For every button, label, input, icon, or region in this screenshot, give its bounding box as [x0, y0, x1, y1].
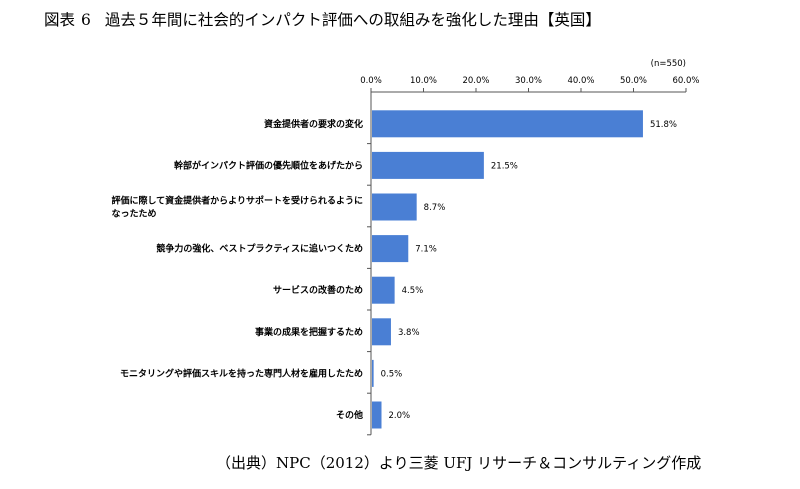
- bar-value-label: 7.1%: [415, 245, 437, 255]
- source-note: （出典）NPC（2012）より三菱 UFJ リサーチ＆コンサルティング作成: [216, 454, 702, 472]
- x-tick-label: 40.0%: [567, 76, 594, 86]
- bar-value-label: 3.8%: [398, 328, 420, 338]
- category-label: 幹部がインパクト評価の優先順位をあげたから: [174, 159, 363, 171]
- figure-number: 6: [81, 11, 91, 29]
- bar-value-label: 21.5%: [491, 161, 518, 171]
- bar-value-label: 0.5%: [381, 369, 403, 379]
- sample-size-note: (n=550): [651, 59, 686, 69]
- bar-value-label: 51.8%: [650, 120, 677, 130]
- category-label: その他: [336, 409, 363, 421]
- x-tick-label: 10.0%: [410, 76, 437, 86]
- bar: [372, 318, 391, 346]
- bar: [372, 401, 382, 429]
- bar-value-label: 8.7%: [424, 203, 446, 213]
- bar-value-label: 2.0%: [389, 411, 411, 421]
- x-tick-label: 50.0%: [620, 76, 647, 86]
- x-tick-label: 60.0%: [672, 76, 699, 86]
- category-label: 資金提供者の要求の変化: [264, 118, 363, 130]
- x-tick-label: 0.0%: [360, 76, 382, 86]
- x-axis: 0.0% 10.0% 20.0% 30.0% 40.0% 50.0% 60.0%: [360, 76, 700, 436]
- figure-title-text: 過去５年間に社会的インパクト評価への取組みを強化した理由【英国】: [104, 11, 601, 29]
- category-label: 競争力の強化、ベストプラクティスに追いつくため: [156, 243, 363, 255]
- bar: [372, 151, 484, 179]
- figure-label: 図表: [44, 11, 76, 29]
- category-labels: 資金提供者の要求の変化幹部がインパクト評価の優先順位をあげたから評価に際して資金…: [111, 118, 363, 421]
- bars: [372, 110, 643, 429]
- category-label: なったため: [111, 209, 156, 220]
- bar-value-label: 4.5%: [402, 286, 424, 296]
- category-label: 事業の成果を把握するため: [255, 326, 363, 338]
- x-tick-label: 30.0%: [515, 76, 542, 86]
- bar: [372, 276, 395, 304]
- value-labels: 51.8% 21.5% 8.7% 7.1% 4.5% 3.8% 0.5% 2.0%: [381, 120, 677, 421]
- bar: [372, 193, 417, 221]
- category-label: サービスの改善のため: [273, 284, 363, 296]
- bar: [372, 110, 643, 138]
- figure-title: 図表 6 過去５年間に社会的インパクト評価への取組みを強化した理由【英国】: [44, 8, 601, 30]
- category-label: モニタリングや評価スキルを持った専門人材を雇用したため: [120, 367, 363, 379]
- bar: [372, 235, 409, 263]
- category-label: 評価に際して資金提供者からよりサポートを受けられるように: [111, 195, 363, 207]
- x-tick-label: 20.0%: [462, 76, 489, 86]
- bar: [372, 359, 374, 387]
